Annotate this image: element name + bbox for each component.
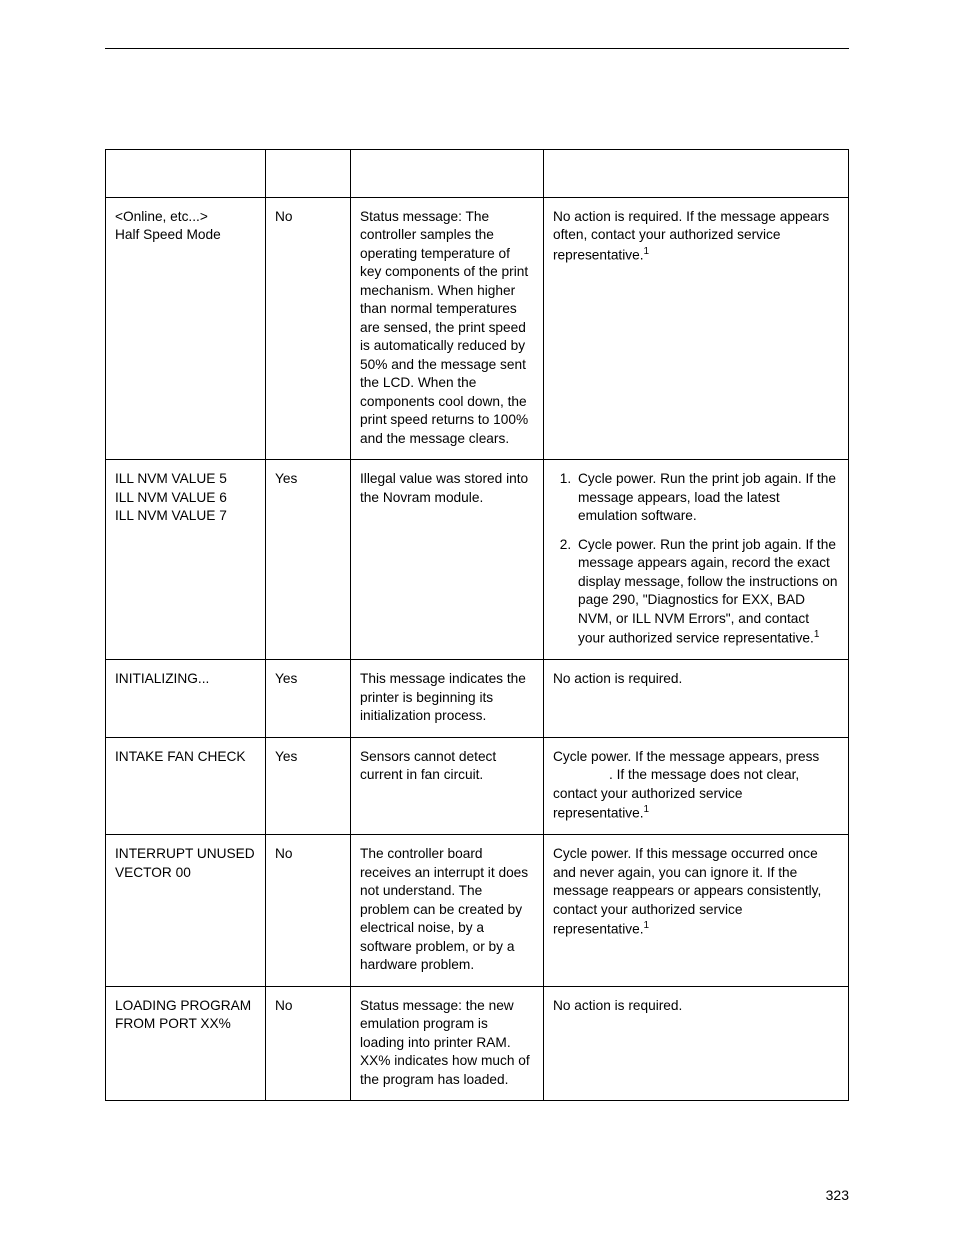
page-number: 323 xyxy=(826,1187,849,1203)
explanation-cell: Status message: the new emulation progra… xyxy=(351,986,544,1100)
msg-text: ILL NVM VALUE 7 xyxy=(115,508,227,523)
message-cell: INTERRUPT UNUSED VECTOR 00 xyxy=(106,835,266,986)
table-row: ILL NVM VALUE 5 ILL NVM VALUE 6 ILL NVM … xyxy=(106,460,849,660)
footnote-ref: 1 xyxy=(814,629,820,640)
action-step: Cycle power. Run the print job again. If… xyxy=(575,470,839,525)
msg-text: VECTOR 00 xyxy=(115,865,191,880)
message-cell: ILL NVM VALUE 5 ILL NVM VALUE 6 ILL NVM … xyxy=(106,460,266,660)
message-cell: INTAKE FAN CHECK xyxy=(106,737,266,835)
action-cell: No action is required. xyxy=(544,986,849,1100)
explanation-cell: Illegal value was stored into the Novram… xyxy=(351,460,544,660)
footnote-ref: 1 xyxy=(644,920,650,931)
message-cell: INITIALIZING... xyxy=(106,660,266,737)
explanation-cell: Status message: The controller samples t… xyxy=(351,198,544,460)
table-row: LOADING PROGRAM FROM PORT XX% No Status … xyxy=(106,986,849,1100)
message-cell: LOADING PROGRAM FROM PORT XX% xyxy=(106,986,266,1100)
message-table: <Online, etc...> Half Speed Mode No Stat… xyxy=(105,149,849,1101)
clear-cell: No xyxy=(266,198,351,460)
action-text: Cycle power. If this message occurred on… xyxy=(553,846,821,937)
msg-text: ILL NVM VALUE 6 xyxy=(115,490,227,505)
table-row: <Online, etc...> Half Speed Mode No Stat… xyxy=(106,198,849,460)
msg-text: ILL NVM VALUE 5 xyxy=(115,471,227,486)
footnote-ref: 1 xyxy=(644,804,650,815)
action-steps: Cycle power. Run the print job again. If… xyxy=(553,470,839,648)
header-rule xyxy=(105,48,849,49)
action-text: No action is required. If the message ap… xyxy=(553,209,829,263)
clear-cell: Yes xyxy=(266,737,351,835)
clear-cell: No xyxy=(266,986,351,1100)
msg-text: <Online, etc...> xyxy=(115,209,208,224)
msg-text: Half Speed Mode xyxy=(115,227,221,242)
action-cell: No action is required. xyxy=(544,660,849,737)
action-text: Cycle power. Run the print job again. If… xyxy=(578,537,837,646)
message-cell: <Online, etc...> Half Speed Mode xyxy=(106,198,266,460)
table-row: INTERRUPT UNUSED VECTOR 00 No The contro… xyxy=(106,835,849,986)
table-row: INTAKE FAN CHECK Yes Sensors cannot dete… xyxy=(106,737,849,835)
explanation-cell: The controller board receives an interru… xyxy=(351,835,544,986)
action-step: Cycle power. Run the print job again. If… xyxy=(575,536,839,648)
clear-cell: Yes xyxy=(266,660,351,737)
table-row: INITIALIZING... Yes This message indicat… xyxy=(106,660,849,737)
footnote-ref: 1 xyxy=(644,246,650,257)
msg-text: FROM PORT XX% xyxy=(115,1016,231,1031)
action-cell: Cycle power. Run the print job again. If… xyxy=(544,460,849,660)
action-cell: No action is required. If the message ap… xyxy=(544,198,849,460)
clear-cell: No xyxy=(266,835,351,986)
explanation-cell: Sensors cannot detect current in fan cir… xyxy=(351,737,544,835)
clear-cell: Yes xyxy=(266,460,351,660)
action-cell: Cycle power. If the message appears, pre… xyxy=(544,737,849,835)
action-text: . If the message does not clear, contact… xyxy=(553,767,799,821)
action-cell: Cycle power. If this message occurred on… xyxy=(544,835,849,986)
action-text: Cycle power. If the message appears, pre… xyxy=(553,749,819,764)
explanation-cell: This message indicates the printer is be… xyxy=(351,660,544,737)
msg-text: INTERRUPT UNUSED xyxy=(115,846,255,861)
msg-text: LOADING PROGRAM xyxy=(115,998,251,1013)
table-header-row xyxy=(106,150,849,198)
